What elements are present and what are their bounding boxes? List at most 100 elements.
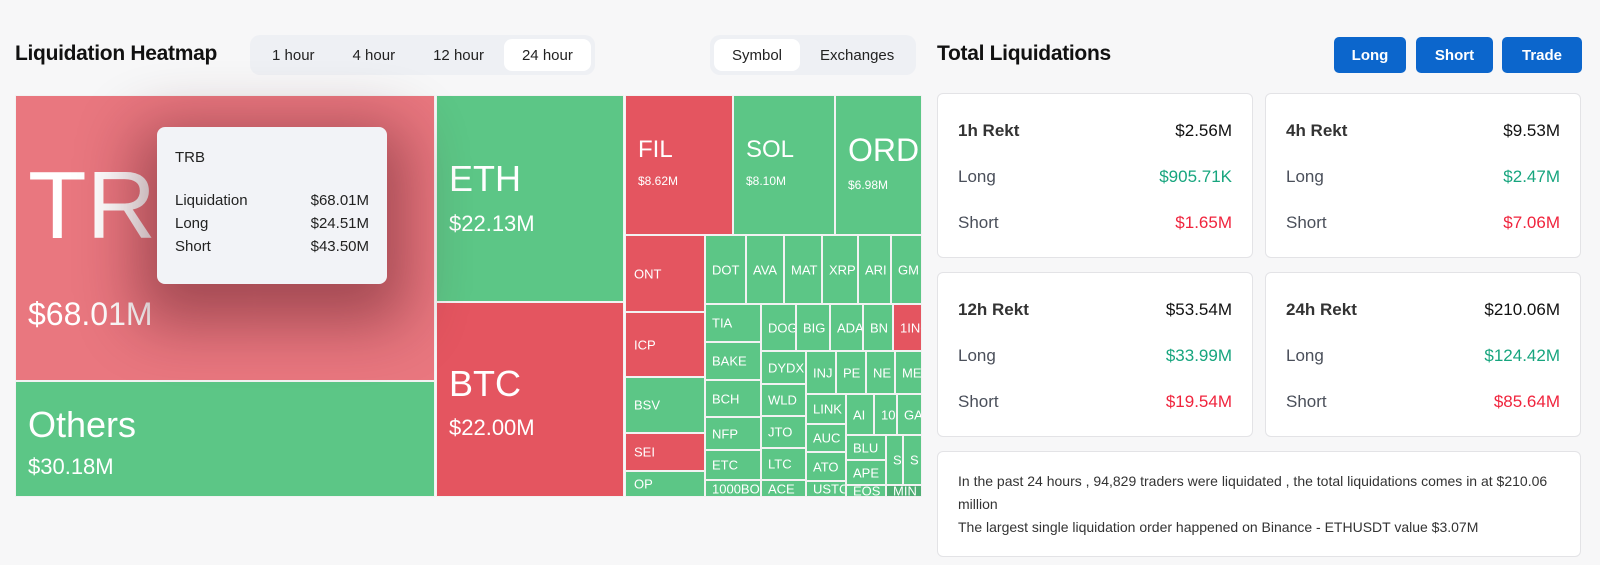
tab-12-hour[interactable]: 12 hour [433,46,484,64]
cell-value: $22.13M [449,211,535,236]
cell-value: $8.10M [746,174,787,188]
view-tabs: Symbol Exchanges [710,35,917,75]
cell-label: 1INCH [900,320,921,335]
treemap-cell-bake[interactable]: BAKE [705,342,761,380]
treemap-cell-ape[interactable]: APE [846,460,886,485]
cell-label: SOL [746,136,795,163]
cell-label: INJ [813,365,833,380]
treemap-cell-bn[interactable]: BN [863,304,893,351]
treemap-cell-op[interactable]: OP [625,471,705,497]
cell-label: BIG [803,320,826,335]
treemap-cell-mat[interactable]: MAT [784,235,822,304]
treemap-cell-fil[interactable]: FIL $8.62M [625,95,733,235]
treemap-cell-ada[interactable]: ADA [830,304,863,351]
treemap-cell-wld[interactable]: WLD [761,384,806,416]
cell-label: AVA [753,262,778,277]
treemap-cell-10[interactable]: 10 [874,394,897,435]
cell-label: ICP [634,337,656,352]
cell-value: $8.62M [638,174,679,188]
cell-label: 1000BO [712,481,760,496]
cell-value: $6.98M [848,178,889,192]
long-label: Long [958,167,996,186]
tooltip-value: $43.50M [310,238,369,255]
treemap-cell-ato[interactable]: ATO [806,452,846,481]
treemap-cell-bsv[interactable]: BSV [625,377,705,433]
cell-label: USTC [813,481,846,497]
treemap-cell-ont[interactable]: ONT [625,235,705,312]
rekt-card-2: 12h Rekt $53.54M Long $33.99M Short $19.54M [937,272,1253,437]
treemap-cell-s[interactable]: S [903,435,922,485]
treemap-cell-ai[interactable]: AI [846,394,874,435]
treemap-cell-s[interactable]: S [886,435,903,485]
tab-symbol[interactable]: Symbol [714,39,801,71]
cell-label: ONT [634,266,662,281]
treemap-cell-dot[interactable]: DOT [705,235,746,304]
treemap-cell-ustc[interactable]: USTC [806,481,846,497]
treemap-cell-ava[interactable]: AVA [746,235,784,304]
cell-label: APE [853,465,880,480]
card-total: $210.06M [1484,300,1560,319]
treemap-cell-jto[interactable]: JTO [761,416,806,448]
cell-label: JTO [768,424,793,440]
treemap-cell-tia[interactable]: TIA [705,304,761,342]
treemap-cell-dydx[interactable]: DYDX [761,351,806,384]
long-button[interactable]: Long [1334,37,1406,73]
treemap-cell-xrp[interactable]: XRP [822,235,858,304]
treemap-cell-auc[interactable]: AUC [806,424,846,452]
tooltip-value: $68.01M [310,192,369,209]
treemap-cell-ne[interactable]: NE [866,351,895,394]
treemap-cell-ari[interactable]: ARI [858,235,891,304]
cell-label: FIL [638,136,673,163]
treemap-cell-ltc[interactable]: LTC [761,448,806,480]
treemap-cell-ordi[interactable]: ORDI $6.98M [835,95,922,235]
treemap-cell-others[interactable]: Others $30.18M [15,381,435,497]
treemap-cell-sei[interactable]: SEI [625,433,705,471]
treemap-cell-gm[interactable]: GM [891,235,922,304]
treemap-cell-nfp[interactable]: NFP [705,417,761,450]
treemap-cell-icp[interactable]: ICP [625,312,705,377]
tab-4-hour[interactable]: 4 hour [352,46,396,64]
treemap-cell-link[interactable]: LINK [806,394,846,424]
cell-label: BN [870,320,889,335]
treemap-cell-etc[interactable]: ETC [705,450,761,480]
cell-label: NFP [712,426,738,441]
treemap-cell-ga[interactable]: GA [897,394,922,435]
treemap-cell-btc[interactable]: BTC $22.00M [436,302,624,497]
cell-label: NE [873,365,892,380]
treemap-cell-ace[interactable]: ACE [761,480,806,497]
card-title: 24h Rekt [1286,300,1357,319]
treemap-cell-inj[interactable]: INJ [806,351,836,394]
treemap-cell-blu[interactable]: BLU [846,435,886,460]
short-button[interactable]: Short [1416,37,1493,73]
long-value: $905.71K [1159,167,1232,186]
treemap-cell-1000bo[interactable]: 1000BO [705,480,761,497]
treemap-cell-dog[interactable]: DOG [761,304,796,351]
trade-button[interactable]: Trade [1502,37,1582,73]
cell-label: S [893,452,902,468]
cell-label: BTC [449,363,521,404]
cell-label: MIN [893,485,917,497]
tab-exchanges[interactable]: Exchanges [820,46,895,64]
cell-label: AUC [813,430,841,446]
cell-label: EOS [853,485,881,497]
short-label: Short [958,392,999,411]
treemap-tooltip: TRB Liquidation $68.01M Long $24.51M Short… [157,127,387,284]
cell-label: LTC [768,456,792,472]
long-value: $124.42M [1484,346,1560,365]
treemap-cell-big[interactable]: BIG [796,304,830,351]
treemap-cell-sol[interactable]: SOL $8.10M [733,95,835,235]
treemap-cell-eos[interactable]: EOS [846,485,886,497]
treemap-cell-min[interactable]: MIN [886,485,922,497]
tab-1-hour[interactable]: 1 hour [272,46,315,64]
treemap-cell-bch[interactable]: BCH [705,380,761,417]
summary-line: The largest single liquidation order hap… [958,519,1479,535]
treemap-cell-1inch[interactable]: 1INCH [893,304,922,351]
treemap-cell-eth[interactable]: ETH $22.13M [436,95,624,302]
cell-label: BLU [853,440,879,455]
tab-24-hour[interactable]: 24 hour [503,39,591,71]
cell-label: ETH [449,158,521,199]
tooltip-value: $24.51M [310,215,369,232]
tooltip-label: Short [175,238,211,255]
treemap-cell-pe[interactable]: PE [836,351,866,394]
treemap-cell-me[interactable]: ME [895,351,922,394]
